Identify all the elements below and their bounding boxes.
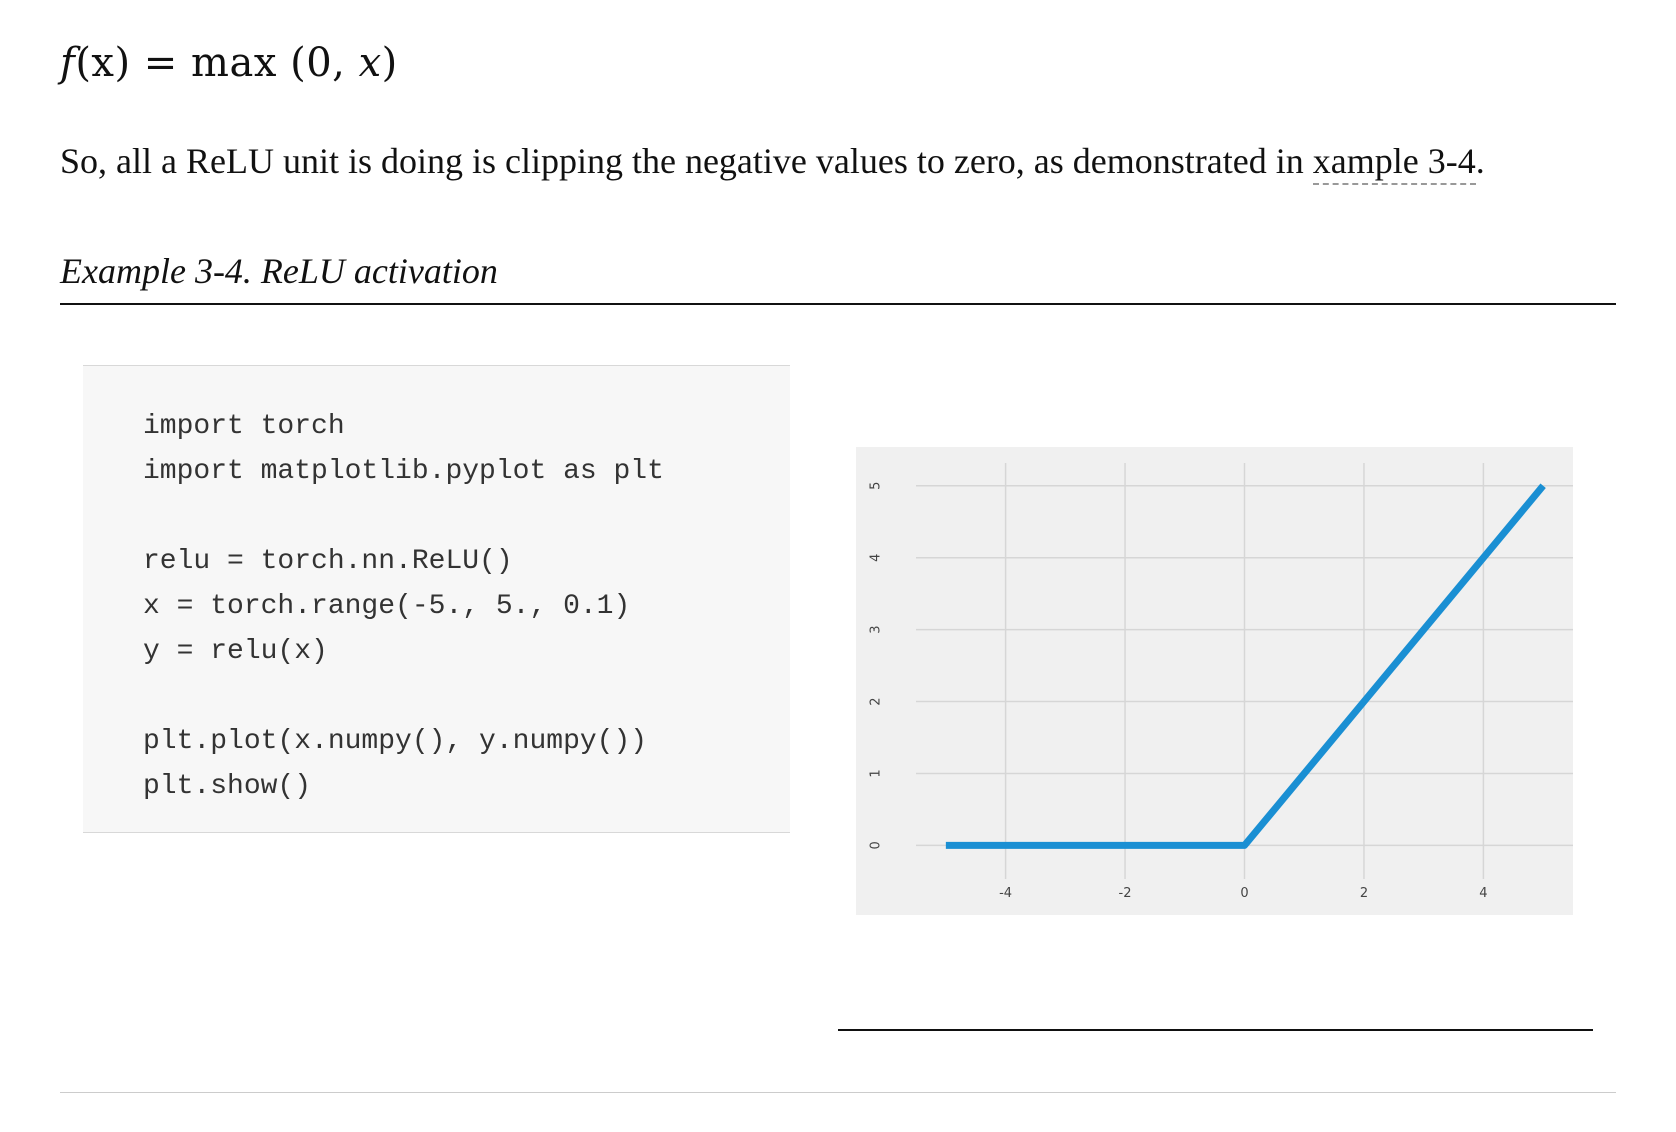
y-tick-label: 5 — [869, 482, 884, 490]
relu-chart-svg: 0 1 2 3 4 5 -4 -2 0 2 4 — [856, 447, 1573, 915]
chart-background — [856, 447, 1573, 915]
y-tick-label: 0 — [869, 841, 884, 849]
x-tick-label: -2 — [1119, 886, 1132, 901]
body-paragraph: So, all a ReLU unit is doing is clipping… — [60, 140, 1485, 185]
formula-rhs-var: x — [358, 40, 382, 86]
code-line: import matplotlib.pyplot as plt — [143, 456, 664, 487]
code-line: plt.plot(x.numpy(), y.numpy()) — [143, 726, 648, 757]
figure-divider — [838, 1029, 1593, 1031]
bottom-divider — [60, 1092, 1616, 1093]
x-tick-label: 2 — [1360, 886, 1368, 901]
formula-argument: (x) — [75, 40, 131, 86]
formula-rhs: max (0, — [191, 40, 359, 86]
code-block: import torch import matplotlib.pyplot as… — [83, 365, 790, 833]
relu-formula: f(x) = max (0, x) — [60, 40, 398, 86]
code-line: x = torch.range(-5., 5., 0.1) — [143, 591, 631, 622]
code-line: relu = torch.nn.ReLU() — [143, 546, 513, 577]
x-tick-label: 4 — [1479, 886, 1487, 901]
x-tick-label: 0 — [1240, 886, 1248, 901]
example-divider — [60, 303, 1616, 305]
paragraph-text: So, all a ReLU unit is doing is clipping… — [60, 141, 1313, 181]
formula-function: f — [60, 40, 76, 86]
code-line: plt.show() — [143, 771, 312, 802]
code-text: import torch import matplotlib.pyplot as… — [143, 404, 664, 809]
example-title: Example 3-4. ReLU activation — [60, 251, 498, 291]
formula-rhs-close: ) — [381, 40, 398, 86]
relu-chart: 0 1 2 3 4 5 -4 -2 0 2 4 — [856, 447, 1573, 915]
example-link[interactable]: xample 3-4 — [1312, 141, 1476, 185]
formula-equals: = — [130, 40, 192, 86]
y-tick-label: 1 — [869, 769, 884, 777]
relu-line — [945, 483, 1546, 849]
code-line: y = relu(x) — [143, 636, 328, 667]
y-tick-label: 2 — [869, 697, 884, 705]
paragraph-end: . — [1475, 141, 1485, 181]
y-tick-label: 4 — [869, 554, 884, 562]
y-tick-label: 3 — [869, 625, 884, 633]
x-tick-label: -4 — [999, 886, 1012, 901]
code-line: import torch — [143, 411, 345, 442]
